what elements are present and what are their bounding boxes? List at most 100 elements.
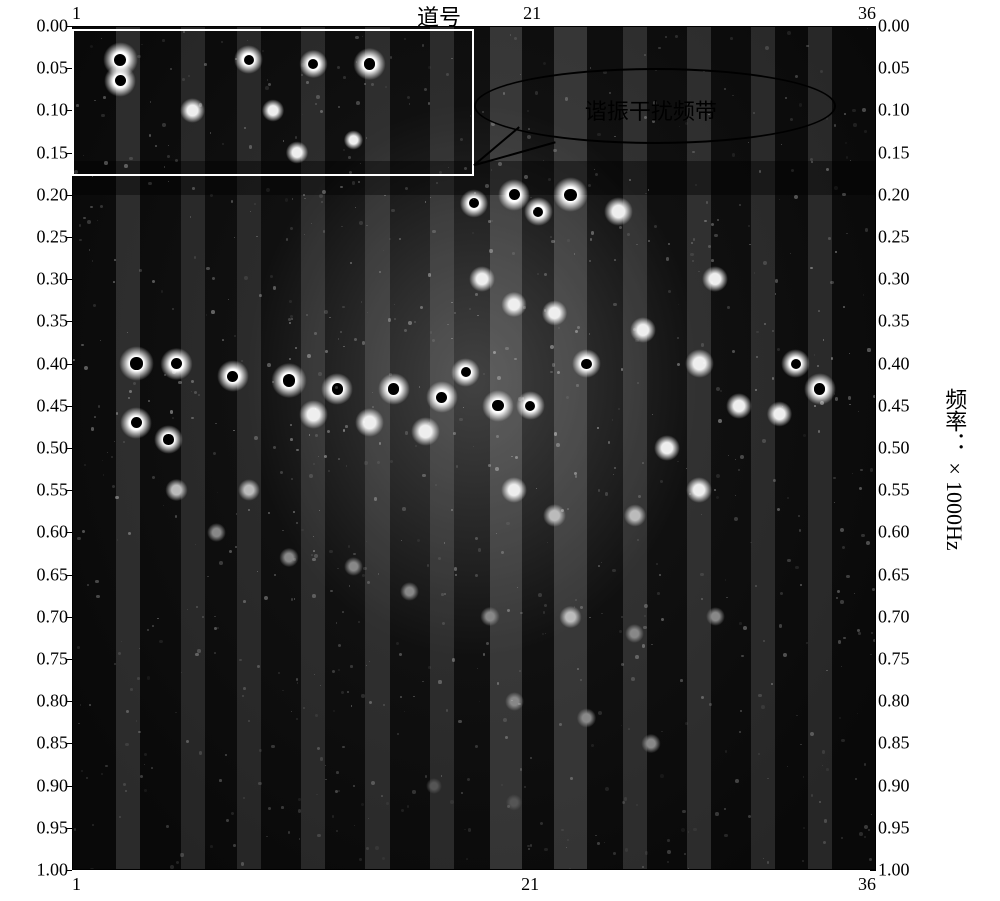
right-axis-tick: 0.20 bbox=[878, 184, 910, 205]
spectrogram-noise bbox=[763, 858, 764, 859]
spectrogram-noise bbox=[343, 346, 345, 348]
spectrogram-noise bbox=[178, 381, 181, 384]
spectrogram-noise bbox=[441, 593, 444, 596]
spectrogram-noise bbox=[828, 237, 831, 240]
spectrogram-noise bbox=[820, 401, 824, 405]
spectrogram-noise bbox=[222, 339, 224, 341]
spectrogram-noise bbox=[648, 240, 650, 242]
spectrogram-noise bbox=[645, 851, 649, 855]
spectrogram-noise bbox=[840, 600, 844, 604]
spectrogram-peak bbox=[624, 504, 647, 527]
spectrogram-noise bbox=[506, 522, 510, 526]
spectrogram-noise bbox=[635, 339, 638, 342]
spectrogram-noise bbox=[843, 637, 846, 640]
spectrogram-noise bbox=[826, 768, 829, 771]
left-axis-tick: 0.05 bbox=[37, 58, 69, 79]
spectrogram-noise bbox=[329, 317, 330, 318]
bottom-axis-tick: 36 bbox=[858, 874, 876, 895]
spectrogram-noise bbox=[428, 666, 431, 669]
spectrogram-noise bbox=[613, 303, 616, 306]
spectrogram-noise bbox=[730, 37, 733, 40]
spectrogram-noise bbox=[698, 271, 699, 272]
spectrogram-noise bbox=[292, 198, 294, 200]
spectrogram-noise bbox=[862, 108, 866, 112]
spectrogram-noise bbox=[841, 739, 845, 743]
spectrogram-noise bbox=[306, 314, 308, 316]
spectrogram-streak bbox=[554, 26, 586, 870]
spectrogram-noise bbox=[84, 366, 88, 370]
right-axis-tick: 0.90 bbox=[878, 775, 910, 796]
spectrogram-noise bbox=[458, 720, 461, 723]
spectrogram-noise bbox=[554, 432, 557, 435]
spectrogram-noise bbox=[542, 633, 544, 635]
spectrogram-noise bbox=[128, 397, 130, 399]
right-axis-tick: 0.35 bbox=[878, 311, 910, 332]
spectrogram-noise bbox=[511, 456, 512, 457]
spectrogram-noise bbox=[130, 688, 133, 691]
spectrogram-peak bbox=[577, 708, 596, 727]
spectrogram-noise bbox=[848, 396, 851, 399]
right-axis-tick: 0.70 bbox=[878, 606, 910, 627]
spectrogram-noise bbox=[716, 496, 719, 499]
left-axis-tick: 0.20 bbox=[37, 184, 69, 205]
spectrogram-peak bbox=[411, 417, 440, 446]
spectrogram-noise bbox=[840, 528, 844, 532]
spectrogram-noise bbox=[338, 790, 340, 792]
spectrogram-noise bbox=[803, 827, 805, 829]
spectrogram-noise bbox=[732, 350, 735, 353]
spectrogram-streak bbox=[687, 26, 711, 870]
spectrogram-noise bbox=[296, 678, 299, 681]
spectrogram-noise bbox=[533, 208, 535, 210]
right-axis-tick: 0.00 bbox=[878, 16, 910, 37]
spectrogram-noise bbox=[116, 412, 119, 415]
spectrogram-noise bbox=[264, 596, 268, 600]
spectrogram-noise bbox=[172, 417, 174, 419]
spectrogram-plot: 谐振干扰频带 bbox=[72, 26, 876, 870]
spectrogram-noise bbox=[692, 260, 694, 262]
spectrogram-noise bbox=[271, 745, 275, 749]
top-axis-tick: 36 bbox=[858, 3, 876, 24]
spectrogram-noise bbox=[775, 279, 779, 283]
spectrogram-noise bbox=[613, 852, 616, 855]
spectrogram-noise bbox=[325, 765, 326, 766]
spectrogram-noise bbox=[535, 91, 538, 94]
spectrogram-noise bbox=[199, 751, 203, 755]
spectrogram-noise bbox=[758, 753, 760, 755]
spectrogram-noise bbox=[358, 621, 360, 623]
spectrogram-noise bbox=[92, 824, 94, 826]
spectrogram-noise bbox=[724, 834, 727, 837]
spectrogram-noise bbox=[137, 677, 140, 680]
spectrogram-noise bbox=[785, 97, 787, 99]
spectrogram-noise bbox=[291, 598, 293, 600]
spectrogram-noise bbox=[714, 489, 716, 491]
spectrogram-noise bbox=[161, 290, 163, 292]
left-axis-tick: 1.00 bbox=[37, 860, 69, 881]
spectrogram-noise bbox=[363, 421, 364, 422]
spectrogram-noise bbox=[386, 802, 388, 804]
right-axis-tick: 0.65 bbox=[878, 564, 910, 585]
spectrogram-noise bbox=[700, 573, 703, 576]
spectrogram-noise bbox=[761, 705, 765, 709]
spectrogram-noise bbox=[835, 251, 836, 252]
spectrogram-noise bbox=[824, 819, 828, 823]
spectrogram-noise bbox=[352, 181, 355, 184]
spectrogram-peak-core bbox=[388, 383, 399, 394]
spectrogram-noise bbox=[803, 776, 804, 777]
spectrogram-noise bbox=[363, 567, 367, 571]
spectrogram-noise bbox=[642, 866, 644, 868]
spectrogram-noise bbox=[530, 757, 532, 759]
spectrogram-noise bbox=[523, 306, 526, 309]
spectrogram-noise bbox=[621, 368, 623, 370]
spectrogram-noise bbox=[598, 565, 600, 567]
left-axis-tick: 0.95 bbox=[37, 817, 69, 838]
spectrogram-noise bbox=[857, 713, 858, 714]
spectrogram-noise bbox=[288, 831, 291, 834]
spectrogram-noise bbox=[214, 627, 217, 630]
spectrogram-noise bbox=[627, 233, 630, 236]
spectrogram-noise bbox=[318, 372, 322, 376]
spectrogram-noise bbox=[336, 622, 337, 623]
spectrogram-noise bbox=[98, 405, 101, 408]
spectrogram-noise bbox=[350, 665, 352, 667]
spectrogram-noise bbox=[450, 800, 454, 804]
spectrogram-noise bbox=[858, 411, 859, 412]
